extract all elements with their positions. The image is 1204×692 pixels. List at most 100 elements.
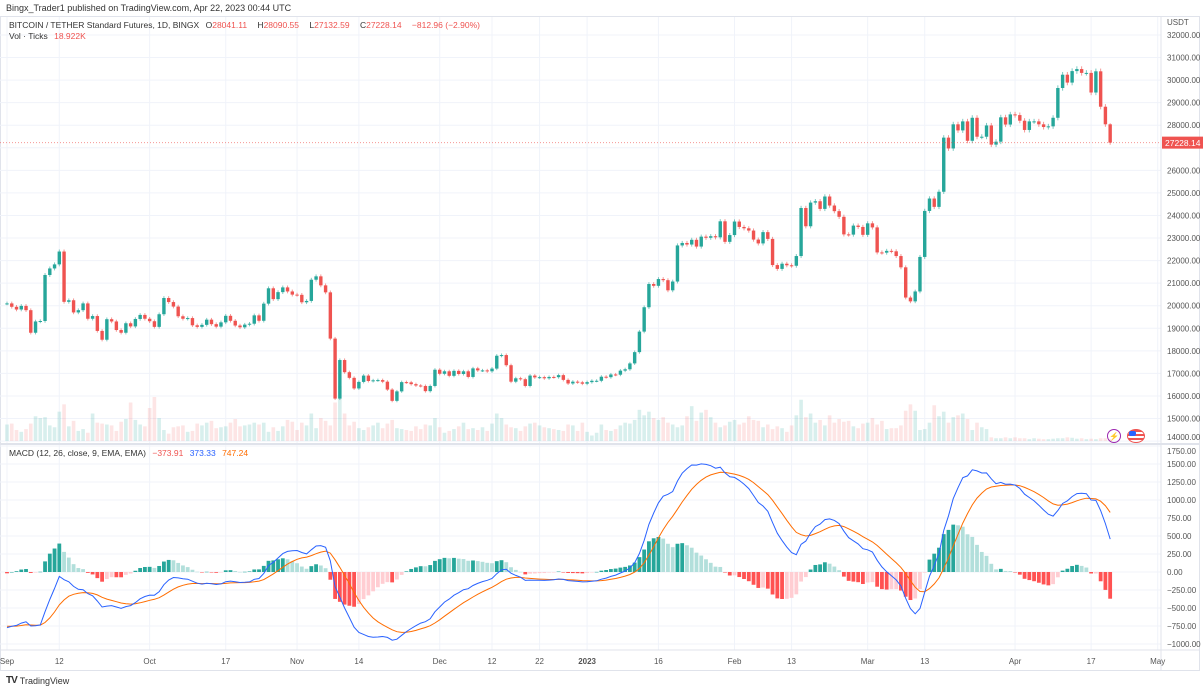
candle	[1103, 104, 1108, 127]
macd-histogram-bar	[751, 572, 756, 585]
macd-histogram-bar	[979, 551, 984, 572]
macd-histogram-bar	[927, 559, 932, 572]
volume-bar	[471, 428, 475, 441]
volume-bar	[166, 433, 171, 441]
volume-bar	[67, 426, 71, 441]
candle	[1003, 114, 1008, 128]
macd-histogram-bar	[461, 559, 466, 572]
volume-bar	[1056, 438, 1060, 441]
macd-histogram-bar	[252, 569, 257, 572]
candle	[789, 263, 794, 268]
volume-bar	[670, 424, 675, 441]
candle-body	[1037, 121, 1041, 125]
volume-bar	[770, 429, 775, 441]
candle	[942, 135, 946, 195]
macd-histogram-bar	[66, 557, 71, 572]
candle-body	[518, 378, 523, 380]
symbol-title[interactable]: BITCOIN / TETHER Standard Futures, 1D, B…	[9, 20, 200, 30]
candle-body	[133, 318, 138, 327]
candle-body	[138, 314, 142, 319]
volume-bar	[580, 422, 585, 441]
candle	[128, 321, 133, 329]
macd-histogram-bar	[837, 570, 842, 572]
candle-body	[975, 117, 979, 137]
time-tick-label: 17	[221, 657, 230, 666]
candle-body	[147, 318, 152, 322]
candle	[704, 234, 708, 240]
time-tick-label: 13	[787, 657, 796, 666]
macd-histogram-bar	[490, 563, 494, 572]
volume-bar	[884, 429, 889, 441]
candle-body	[861, 226, 865, 235]
volume-title[interactable]: Vol · Ticks	[9, 31, 48, 41]
candle-body	[575, 381, 580, 383]
candle-body	[913, 291, 917, 302]
macd-histogram-bar	[599, 570, 604, 572]
us-flag-icon[interactable]	[1127, 429, 1145, 443]
volume-bar	[71, 420, 76, 441]
volume-bar	[609, 430, 613, 441]
candle	[637, 329, 642, 354]
open-label: O	[205, 20, 213, 30]
macd-histogram-bar	[784, 572, 789, 599]
volume-bar	[219, 427, 223, 441]
candle	[185, 316, 190, 321]
candle	[509, 363, 513, 384]
candle-body	[290, 291, 294, 295]
macd-histogram-bar	[647, 541, 651, 572]
macd-title[interactable]: MACD (12, 26, close, 9, EMA, EMA)	[9, 448, 146, 458]
candle-body	[1056, 88, 1060, 118]
candle-body	[780, 263, 784, 269]
macd-histogram-bar	[494, 561, 499, 572]
time-tick-label: May	[1150, 657, 1165, 666]
candle	[281, 285, 285, 294]
lightning-icon[interactable]: ⚡	[1107, 429, 1121, 443]
volume-bar	[785, 431, 789, 441]
candle-body	[770, 238, 775, 266]
candle	[804, 205, 808, 229]
candle-body	[761, 232, 765, 244]
candle-body	[751, 230, 756, 240]
candle-body	[114, 321, 119, 331]
macd-histogram-bar	[770, 572, 775, 595]
candle-body	[76, 310, 81, 313]
volume-bar	[518, 430, 523, 441]
volume-bar	[314, 428, 318, 441]
candle-body	[528, 375, 532, 386]
macd-histogram-bar	[994, 569, 998, 572]
volume-bar	[989, 437, 994, 441]
candle	[390, 388, 394, 403]
candle-body	[195, 325, 199, 327]
macd-histogram-bar	[209, 572, 214, 573]
volume-bar	[124, 419, 128, 441]
candle	[870, 221, 875, 230]
volume-bar	[732, 419, 737, 441]
volume-bar	[452, 429, 456, 441]
volume-bar	[794, 415, 799, 441]
macd-histogram-bar	[433, 560, 437, 572]
candle-body	[1065, 74, 1070, 83]
volume-bar	[24, 429, 28, 441]
candle	[671, 279, 675, 293]
macd-histogram-bar	[14, 571, 19, 572]
price-tick-label: 23000.00	[1167, 234, 1201, 243]
candle-body	[285, 287, 290, 292]
volume-bar	[547, 428, 551, 441]
candle-body	[33, 321, 38, 333]
candle	[732, 219, 737, 238]
volume-bar	[899, 425, 903, 441]
macd-histogram-bar	[984, 555, 989, 572]
macd-histogram-bar	[861, 572, 865, 584]
candle	[252, 313, 256, 326]
macd-histogram-bar	[537, 572, 542, 574]
candle	[518, 376, 523, 381]
footer-brand[interactable]: TradingView	[19, 675, 70, 686]
candle	[181, 314, 185, 321]
candle	[457, 369, 461, 376]
volume-bar	[837, 419, 841, 441]
candle-body	[613, 374, 618, 376]
macd-histogram-bar	[95, 572, 100, 579]
candle	[333, 336, 337, 401]
macd-histogram-bar	[737, 572, 742, 578]
